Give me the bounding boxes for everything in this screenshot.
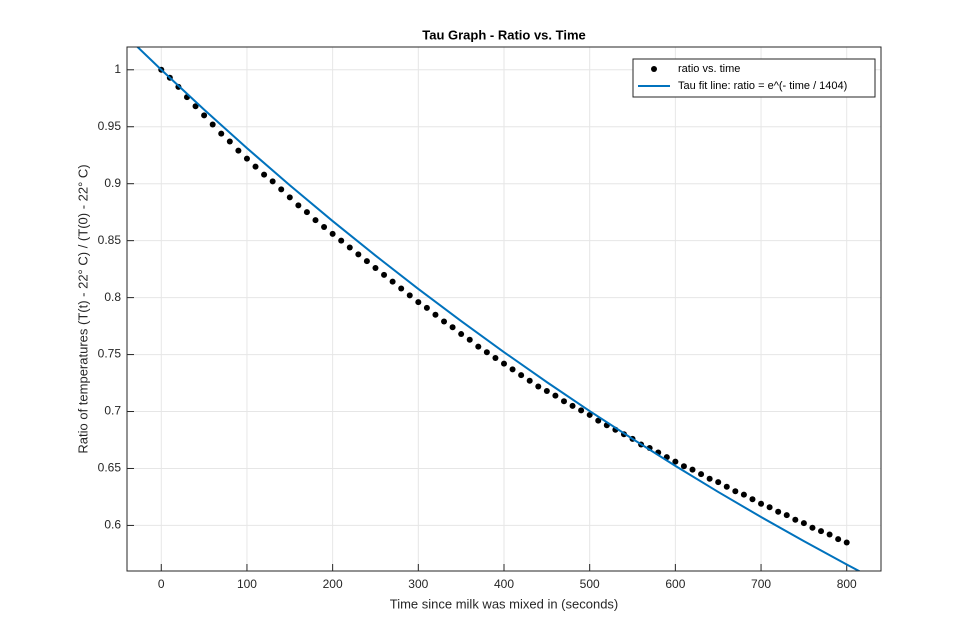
y-tick-label: 0.8 xyxy=(104,290,121,304)
data-point xyxy=(543,388,550,395)
data-point xyxy=(338,237,345,244)
data-point xyxy=(218,130,225,137)
data-point xyxy=(321,223,328,230)
data-point xyxy=(758,500,765,507)
data-point xyxy=(526,377,533,384)
data-point xyxy=(226,138,233,145)
data-point xyxy=(492,354,499,361)
x-tick-label: 200 xyxy=(323,577,343,591)
y-axis-label: Ratio of temperatures (T(t) - 22° C) / (… xyxy=(75,164,90,453)
data-point xyxy=(201,112,208,119)
data-point xyxy=(329,230,336,237)
y-tick-label: 0.95 xyxy=(98,119,122,133)
data-point xyxy=(372,264,379,271)
data-point xyxy=(843,539,850,546)
data-point xyxy=(415,299,422,306)
data-point xyxy=(749,496,756,503)
y-tick-label: 0.85 xyxy=(98,233,122,247)
data-point xyxy=(800,520,807,527)
data-point xyxy=(209,121,216,128)
data-point xyxy=(766,504,773,511)
data-point xyxy=(501,360,507,367)
data-point xyxy=(286,194,293,201)
data-point xyxy=(552,392,559,399)
x-tick-label: 300 xyxy=(408,577,428,591)
data-point xyxy=(432,311,439,318)
data-point xyxy=(243,155,250,162)
y-tick-label: 0.65 xyxy=(98,461,122,475)
data-point xyxy=(423,304,430,311)
data-point xyxy=(381,271,388,278)
axes-box xyxy=(126,46,882,572)
data-point xyxy=(466,336,473,343)
x-tick-label: 800 xyxy=(837,577,857,591)
chart-title: Tau Graph - Ratio vs. Time xyxy=(422,27,586,42)
fit-line xyxy=(136,47,862,571)
y-tick-label: 0.9 xyxy=(104,176,121,190)
data-point xyxy=(835,536,842,543)
data-point xyxy=(398,285,405,292)
y-tick-label: 1 xyxy=(114,62,121,76)
data-point xyxy=(458,331,465,338)
data-point xyxy=(518,372,525,379)
data-point xyxy=(475,343,482,350)
data-point xyxy=(346,244,353,251)
data-point xyxy=(192,103,199,110)
data-point xyxy=(560,398,567,405)
x-tick-label: 700 xyxy=(751,577,771,591)
data-point xyxy=(535,383,542,390)
data-point xyxy=(740,491,747,498)
data-point xyxy=(406,292,413,299)
data-point xyxy=(783,512,790,519)
data-point xyxy=(569,402,576,409)
x-tick-label: 100 xyxy=(237,577,257,591)
data-point xyxy=(355,251,362,258)
data-point xyxy=(483,349,490,356)
data-point xyxy=(706,475,713,482)
data-point xyxy=(303,209,310,216)
y-tick-label: 0.75 xyxy=(98,347,122,361)
data-point xyxy=(312,217,319,224)
data-point xyxy=(449,324,456,331)
data-point xyxy=(269,178,276,185)
data-point xyxy=(732,488,739,495)
y-tick-label: 0.7 xyxy=(104,404,121,418)
data-point xyxy=(295,202,302,209)
data-point xyxy=(680,463,687,470)
data-point xyxy=(723,483,730,490)
x-tick-label: 600 xyxy=(665,577,685,591)
x-tick-label: 400 xyxy=(494,577,514,591)
data-point xyxy=(792,516,799,523)
data-point xyxy=(689,466,696,473)
plot-content xyxy=(136,47,862,571)
legend-label: ratio vs. time xyxy=(678,63,740,75)
data-point xyxy=(261,171,268,178)
data-point xyxy=(586,411,593,418)
data-point xyxy=(235,147,242,154)
data-point xyxy=(715,479,722,486)
x-tick-label: 500 xyxy=(580,577,600,591)
x-axis-label: Time since milk was mixed in (seconds) xyxy=(390,596,619,611)
data-point xyxy=(441,318,448,325)
legend-box xyxy=(632,58,876,98)
data-point xyxy=(818,528,825,535)
data-point xyxy=(809,524,816,531)
data-point xyxy=(826,531,833,538)
data-point xyxy=(595,417,602,424)
data-point xyxy=(672,458,679,465)
data-point xyxy=(509,366,516,373)
legend-swatch xyxy=(651,66,657,72)
y-tick-label: 0.6 xyxy=(104,518,121,532)
data-point xyxy=(252,163,259,170)
legend-label: Tau fit line: ratio = e^(- time / 1404) xyxy=(678,80,847,92)
data-point xyxy=(278,186,285,193)
x-tick-label: 0 xyxy=(158,577,165,591)
data-point xyxy=(775,508,782,515)
data-point xyxy=(698,471,705,478)
data-point xyxy=(389,278,396,285)
data-point xyxy=(578,407,585,414)
data-point xyxy=(363,258,370,265)
